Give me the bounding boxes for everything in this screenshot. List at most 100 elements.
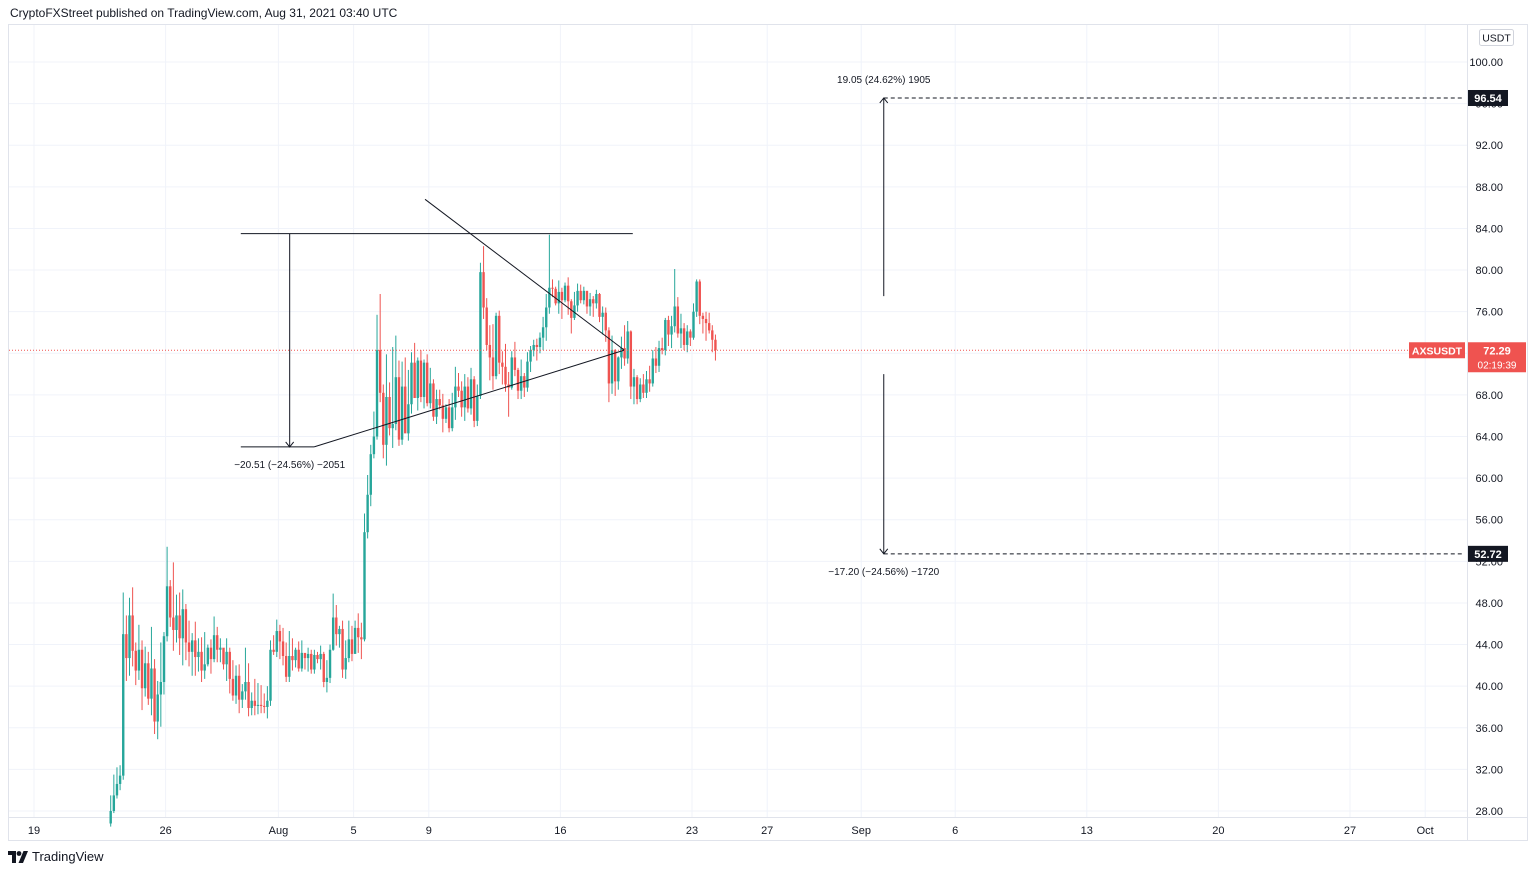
candle-body bbox=[269, 649, 272, 701]
candle-body bbox=[494, 315, 498, 377]
candle-body bbox=[150, 668, 153, 699]
candle-body bbox=[469, 379, 473, 409]
candle-body bbox=[416, 360, 419, 399]
candle-body bbox=[143, 663, 147, 689]
candle-body bbox=[551, 287, 554, 289]
candle-body bbox=[291, 655, 294, 661]
candle-body bbox=[613, 350, 617, 382]
candle-body bbox=[244, 682, 247, 692]
candle-body bbox=[689, 331, 692, 338]
candle-body bbox=[237, 675, 241, 700]
measure-up-label: 19.05 (24.62%) 1905 bbox=[837, 75, 931, 86]
candle-body bbox=[592, 299, 595, 304]
price-tick-label: 60.00 bbox=[1475, 473, 1503, 485]
candle-body bbox=[610, 350, 614, 384]
candle-body bbox=[112, 795, 116, 811]
candle-body bbox=[115, 783, 119, 796]
time-tick-label: 6 bbox=[952, 825, 958, 837]
candle-body bbox=[153, 668, 156, 722]
time-tick-label: 5 bbox=[351, 825, 357, 837]
candle-body bbox=[648, 379, 651, 384]
candle-body bbox=[216, 635, 219, 650]
candle-body bbox=[219, 647, 222, 650]
candle-body bbox=[635, 377, 639, 400]
candle-body bbox=[338, 628, 341, 635]
candle-body bbox=[526, 361, 529, 388]
measure-pole-label: −20.51 (−24.56%) −2051 bbox=[234, 460, 345, 471]
price-tick-label: 76.00 bbox=[1475, 307, 1503, 319]
candle-body bbox=[137, 649, 141, 671]
candle-body bbox=[447, 407, 451, 429]
candle-body bbox=[595, 293, 598, 304]
candle-body bbox=[165, 586, 169, 637]
price-tick-label: 28.00 bbox=[1475, 806, 1503, 818]
candle-body bbox=[642, 384, 645, 393]
candle-body bbox=[162, 636, 166, 683]
candle-body bbox=[400, 386, 404, 440]
candle-body bbox=[272, 649, 275, 652]
candle-body bbox=[209, 647, 213, 660]
candle-body bbox=[263, 705, 266, 707]
candle-body bbox=[454, 386, 457, 408]
price-tick-label: 84.00 bbox=[1475, 223, 1503, 235]
currency-badge: USDT bbox=[1479, 29, 1514, 46]
candle-body bbox=[541, 327, 545, 338]
candle-body bbox=[357, 627, 360, 638]
candle-body bbox=[670, 326, 673, 335]
candle-body bbox=[228, 651, 231, 679]
candle-body bbox=[623, 348, 626, 359]
time-tick-label: 27 bbox=[1344, 825, 1356, 837]
last-price-tag: 72.29 bbox=[1483, 345, 1511, 357]
candle-body bbox=[438, 399, 441, 406]
time-tick-label: 16 bbox=[554, 825, 566, 837]
candle-body bbox=[288, 655, 291, 677]
time-tick-label: Oct bbox=[1417, 825, 1434, 837]
candle-body bbox=[297, 649, 300, 669]
candle-body bbox=[319, 653, 322, 660]
candle-body bbox=[206, 647, 210, 665]
drawings: 19.05 (24.62%) 1905 −20.51 (−24.56%) −205… bbox=[9, 75, 1467, 578]
candle-body bbox=[554, 288, 557, 304]
candle-body bbox=[131, 615, 134, 651]
candle-body bbox=[313, 654, 316, 670]
candle-body bbox=[660, 348, 664, 351]
price-tick-label: 64.00 bbox=[1475, 432, 1503, 444]
candle-body bbox=[413, 362, 416, 399]
candle-body bbox=[523, 376, 526, 388]
candle-body bbox=[463, 386, 466, 408]
candle-body bbox=[388, 396, 391, 429]
candle-body bbox=[322, 653, 325, 683]
price-tick-label: 36.00 bbox=[1475, 723, 1503, 735]
triangle-upper-trendline bbox=[424, 198, 625, 351]
target-low-tag-bg bbox=[1468, 545, 1508, 562]
candle-body bbox=[310, 653, 313, 670]
candle-body bbox=[435, 399, 438, 417]
time-tick-label: 20 bbox=[1212, 825, 1224, 837]
candle-body bbox=[278, 631, 282, 642]
candle-body bbox=[419, 360, 423, 397]
price-tick-label: 92.00 bbox=[1475, 140, 1503, 152]
candle-body bbox=[707, 323, 711, 331]
candle-body bbox=[231, 678, 235, 696]
candle-body bbox=[501, 362, 504, 367]
candle-body bbox=[190, 640, 194, 652]
time-axis: 19 26 Aug 5 9 16 23 27 Sep 6 13 20 27 Oct bbox=[28, 825, 1434, 837]
candle-body bbox=[485, 307, 488, 345]
candle-body bbox=[560, 291, 564, 301]
candle-body bbox=[510, 357, 513, 388]
candle-body bbox=[557, 291, 560, 304]
candle-body bbox=[375, 350, 379, 437]
candle-body bbox=[664, 319, 667, 351]
grid-lines bbox=[9, 25, 1467, 817]
candle-body bbox=[382, 392, 385, 445]
candle-body bbox=[118, 775, 122, 784]
candle-body bbox=[234, 675, 238, 696]
candle-body bbox=[679, 328, 683, 334]
candle-body bbox=[548, 287, 551, 308]
price-tick-label: 32.00 bbox=[1475, 764, 1503, 776]
candle-body bbox=[563, 285, 567, 301]
price-tick-label: 80.00 bbox=[1475, 265, 1503, 277]
candle-body bbox=[394, 377, 398, 425]
time-tick-label: 19 bbox=[28, 825, 40, 837]
